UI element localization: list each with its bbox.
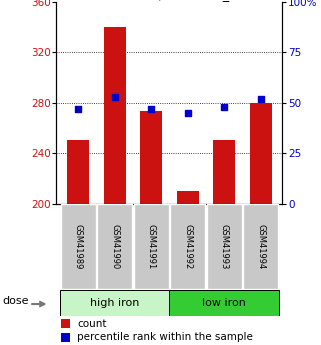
FancyBboxPatch shape xyxy=(97,204,132,289)
Point xyxy=(258,96,263,101)
Bar xyxy=(250,102,272,204)
Text: percentile rank within the sample: percentile rank within the sample xyxy=(77,332,253,342)
Text: GSM41992: GSM41992 xyxy=(183,224,192,269)
FancyBboxPatch shape xyxy=(134,204,169,289)
FancyBboxPatch shape xyxy=(61,204,96,289)
Text: high iron: high iron xyxy=(90,298,139,308)
Bar xyxy=(177,191,198,204)
Bar xyxy=(140,111,162,204)
Text: GSM41994: GSM41994 xyxy=(256,224,265,269)
Text: GSM41993: GSM41993 xyxy=(220,224,229,269)
Bar xyxy=(104,27,126,204)
Point xyxy=(112,94,117,99)
Bar xyxy=(169,290,279,316)
Bar xyxy=(61,319,70,328)
FancyBboxPatch shape xyxy=(170,204,205,289)
FancyBboxPatch shape xyxy=(243,204,278,289)
FancyBboxPatch shape xyxy=(206,204,242,289)
Point xyxy=(185,110,190,116)
Text: dose: dose xyxy=(3,296,29,306)
Bar xyxy=(213,140,235,204)
Bar xyxy=(61,333,70,342)
Point xyxy=(221,104,227,109)
Bar xyxy=(67,140,89,204)
Text: count: count xyxy=(77,319,107,329)
Text: GSM41989: GSM41989 xyxy=(74,224,82,269)
Bar xyxy=(60,290,169,316)
Text: low iron: low iron xyxy=(202,298,246,308)
Text: GSM41991: GSM41991 xyxy=(147,224,156,269)
Text: GSM41990: GSM41990 xyxy=(110,224,119,269)
Point xyxy=(149,106,154,111)
Title: GDS2074 / 1379076_at: GDS2074 / 1379076_at xyxy=(96,0,242,1)
Point xyxy=(75,106,81,111)
